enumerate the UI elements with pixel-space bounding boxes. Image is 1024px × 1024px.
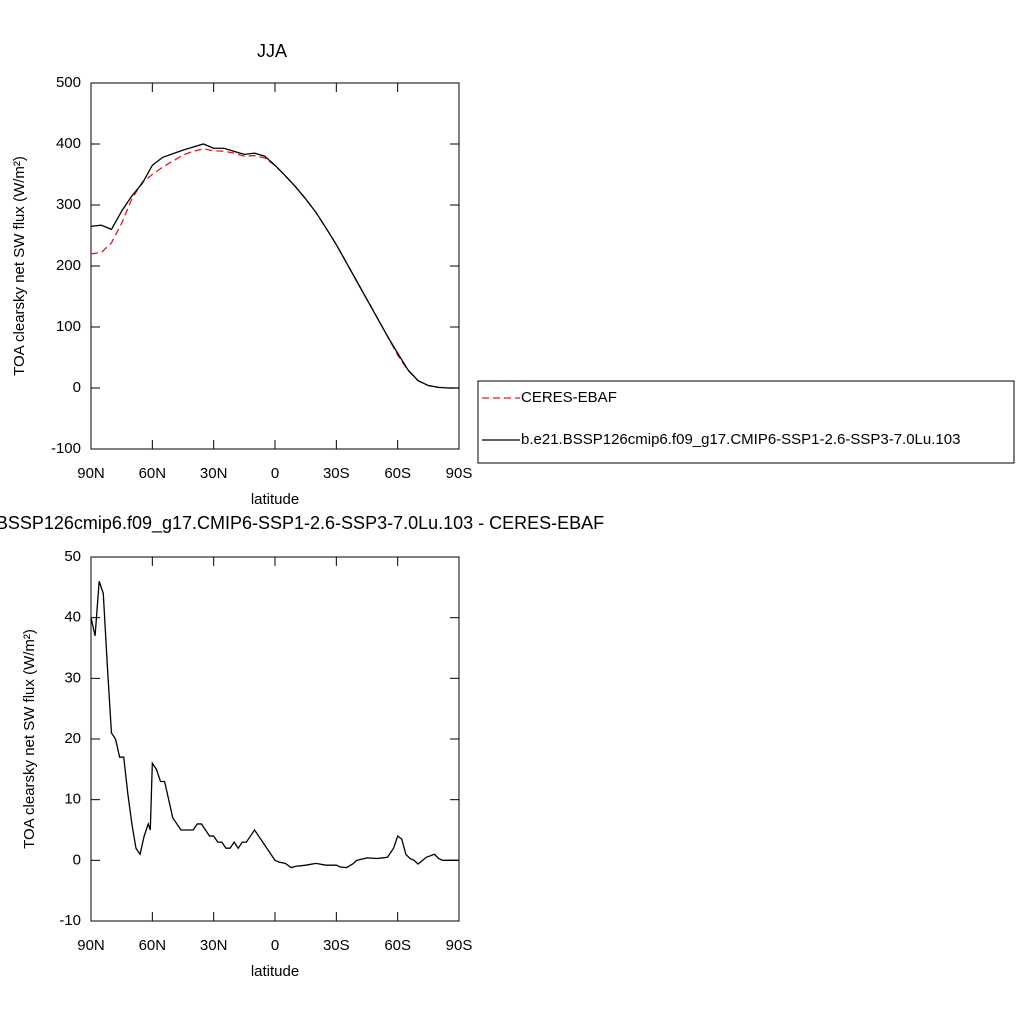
y-tick-label: 100 — [56, 318, 81, 335]
data-line — [90, 148, 459, 389]
plot-frame — [90, 556, 460, 922]
y-tick-label: 0 — [73, 851, 81, 868]
y-tick-label: -100 — [51, 440, 81, 457]
legend-label: b.e21.BSSP126cmip6.f09_g17.CMIP6-SSP1-2.… — [521, 431, 960, 448]
x-tick-label: 0 — [271, 465, 279, 482]
chart-title: JJA — [257, 41, 287, 61]
data-line — [90, 581, 459, 869]
x-tick-label: 90S — [446, 937, 473, 954]
plot-frame — [90, 82, 460, 450]
y-tick-label: -10 — [59, 912, 81, 929]
y-axis-label: TOA clearsky net SW flux (W/m²) — [21, 629, 38, 849]
x-tick-label: 30S — [323, 465, 350, 482]
y-tick-label: 50 — [64, 548, 81, 565]
x-tick-label: 30N — [200, 465, 228, 482]
x-tick-label: 90N — [77, 937, 105, 954]
x-tick-label: 60N — [139, 937, 167, 954]
y-tick-label: 300 — [56, 196, 81, 213]
chart-title: b.e21.BSSP126cmip6.f09_g17.CMIP6-SSP1-2.… — [0, 513, 604, 534]
y-tick-label: 40 — [64, 609, 81, 626]
y-tick-label: 200 — [56, 257, 81, 274]
y-tick-label: 20 — [64, 730, 81, 747]
y-tick-label: 0 — [73, 379, 81, 396]
y-tick-label: 500 — [56, 74, 81, 91]
y-axis-label: TOA clearsky net SW flux (W/m²) — [11, 156, 28, 376]
x-tick-label: 0 — [271, 937, 279, 954]
y-tick-label: 10 — [64, 791, 81, 808]
x-tick-label: 90S — [446, 465, 473, 482]
y-tick-label: 400 — [56, 135, 81, 152]
x-axis-label: latitude — [251, 963, 299, 980]
y-tick-label: 30 — [64, 669, 81, 686]
x-tick-label: 60S — [384, 465, 411, 482]
data-line — [90, 143, 459, 389]
x-tick-label: 30N — [200, 937, 228, 954]
x-axis-label: latitude — [251, 491, 299, 508]
legend-label: CERES-EBAF — [521, 389, 617, 406]
legend-box — [477, 380, 1015, 464]
x-tick-label: 30S — [323, 937, 350, 954]
x-tick-label: 60N — [139, 465, 167, 482]
x-tick-label: 60S — [384, 937, 411, 954]
x-tick-label: 90N — [77, 465, 105, 482]
